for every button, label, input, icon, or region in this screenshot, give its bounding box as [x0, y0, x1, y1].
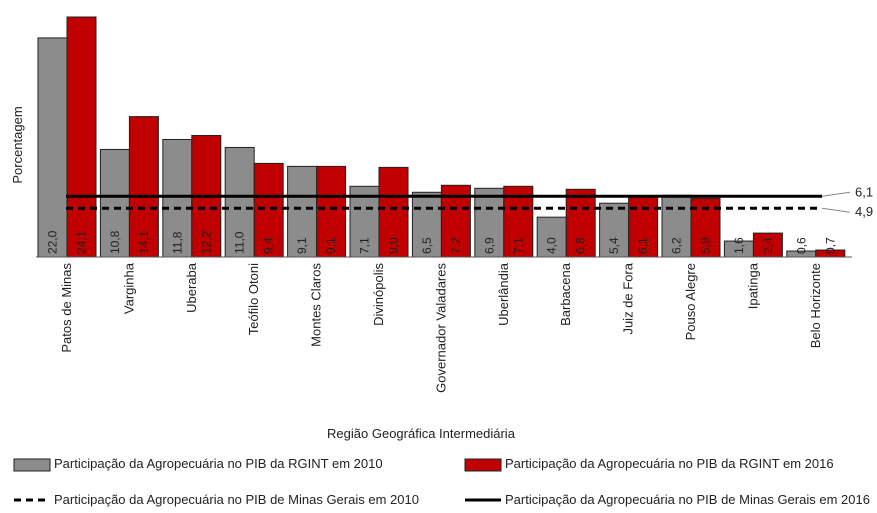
x-tick-label: Teófilo Otoni — [246, 263, 261, 335]
data-label-2010: 4,0 — [545, 237, 559, 254]
x-tick-label: Juiz de Fora — [621, 262, 636, 334]
bar-2016 — [628, 195, 659, 258]
legend-label: Participação da Agropecuária no PIB de M… — [54, 492, 419, 507]
data-label-2016: 6,1 — [636, 237, 650, 254]
bar-2016 — [253, 162, 284, 258]
bars-group: 22,0 24,1 10,8 14,1 11,8 12,2 11,0 9,4 9,1 9,1 7,1… — [37, 16, 846, 258]
legend-label: Participação da Agropecuária no PIB de M… — [505, 492, 870, 507]
data-label-2016: 9,4 — [262, 237, 276, 254]
reference-leader-line — [821, 191, 851, 197]
bar-2016 — [503, 185, 534, 258]
data-label-2010: 10,8 — [108, 230, 122, 254]
bar-2016 — [316, 165, 347, 258]
legend-label: Participação da Agropecuária no PIB da R… — [54, 456, 383, 471]
data-label-2016: 24,1 — [75, 230, 89, 254]
bar-2010 — [661, 194, 692, 258]
x-tick-label: Ipatinga — [745, 262, 760, 309]
bar-2016 — [378, 166, 409, 258]
reference-leader-line — [821, 207, 851, 213]
data-label-2010: 22,0 — [46, 230, 60, 254]
bar-2010 — [599, 202, 630, 258]
data-label-2010: 0,6 — [794, 237, 808, 254]
x-tick-label: Belo Horizonte — [808, 263, 823, 348]
x-tick-label: Patos de Minas — [59, 263, 74, 353]
bar-2016 — [66, 16, 97, 258]
data-label-2016: 9,0 — [387, 237, 401, 254]
data-label-2016: 6,8 — [574, 237, 588, 254]
reference-value-label: 6,1 — [855, 184, 873, 199]
reference-value-label: 4,9 — [855, 204, 873, 219]
legend-swatch — [13, 458, 51, 472]
data-label-2016: 7,1 — [511, 237, 525, 254]
data-label-2010: 11,0 — [233, 231, 247, 254]
x-tick-label: Montes Claros — [309, 263, 324, 347]
data-label-2016: 7,2 — [449, 237, 463, 254]
legend-label: Participação da Agropecuária no PIB da R… — [505, 456, 834, 471]
data-label-2010: 6,5 — [420, 237, 434, 254]
data-label-2010: 5,4 — [607, 237, 621, 254]
bar-2010 — [162, 138, 193, 258]
x-axis-label: Região Geográfica Intermediária — [327, 426, 516, 441]
data-label-2016: 12,2 — [199, 230, 213, 254]
x-tick-label: Governador Valadares — [433, 263, 448, 393]
data-label-2016: 9,1 — [324, 237, 338, 254]
x-tick-label: Varginha — [121, 262, 136, 314]
data-label-2010: 9,1 — [295, 237, 309, 254]
bar-2010 — [99, 148, 130, 258]
x-tick-label: Barbacena — [558, 262, 573, 326]
data-label-2010: 11,8 — [170, 231, 184, 254]
bar-2010 — [37, 37, 68, 258]
data-label-2010: 6,9 — [482, 237, 496, 254]
data-label-2010: 7,1 — [358, 237, 372, 254]
data-label-2010: 1,6 — [732, 237, 746, 254]
y-axis-label: Porcentagem — [10, 106, 25, 183]
reference-lines: 4,96,1 — [66, 184, 873, 219]
bar-2016 — [565, 188, 596, 258]
legend-swatch — [464, 458, 502, 472]
data-label-2010: 6,2 — [670, 237, 684, 254]
x-tick-labels: Patos de Minas Varginha Uberaba Teófilo Oto… — [59, 262, 823, 393]
bar-2016 — [128, 116, 159, 258]
x-tick-label: Pouso Alegre — [683, 263, 698, 340]
data-label-2016: 5,9 — [699, 237, 713, 254]
data-label-2016: 14,1 — [137, 230, 151, 254]
legend: Participação da Agropecuária no PIB da R… — [13, 456, 870, 507]
data-label-2016: 2,4 — [761, 237, 775, 254]
x-tick-label: Uberlândia — [496, 262, 511, 326]
x-tick-label: Divinópolis — [371, 263, 386, 326]
data-label-2016: 0,7 — [823, 237, 837, 254]
x-tick-label: Uberaba — [184, 262, 199, 313]
